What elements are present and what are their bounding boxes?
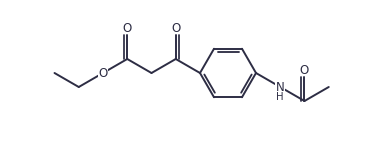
Text: O: O [98,66,108,80]
Text: O: O [171,22,180,35]
Text: N: N [276,81,284,93]
Text: O: O [123,22,132,35]
Text: H: H [276,92,284,102]
Text: O: O [300,64,309,77]
